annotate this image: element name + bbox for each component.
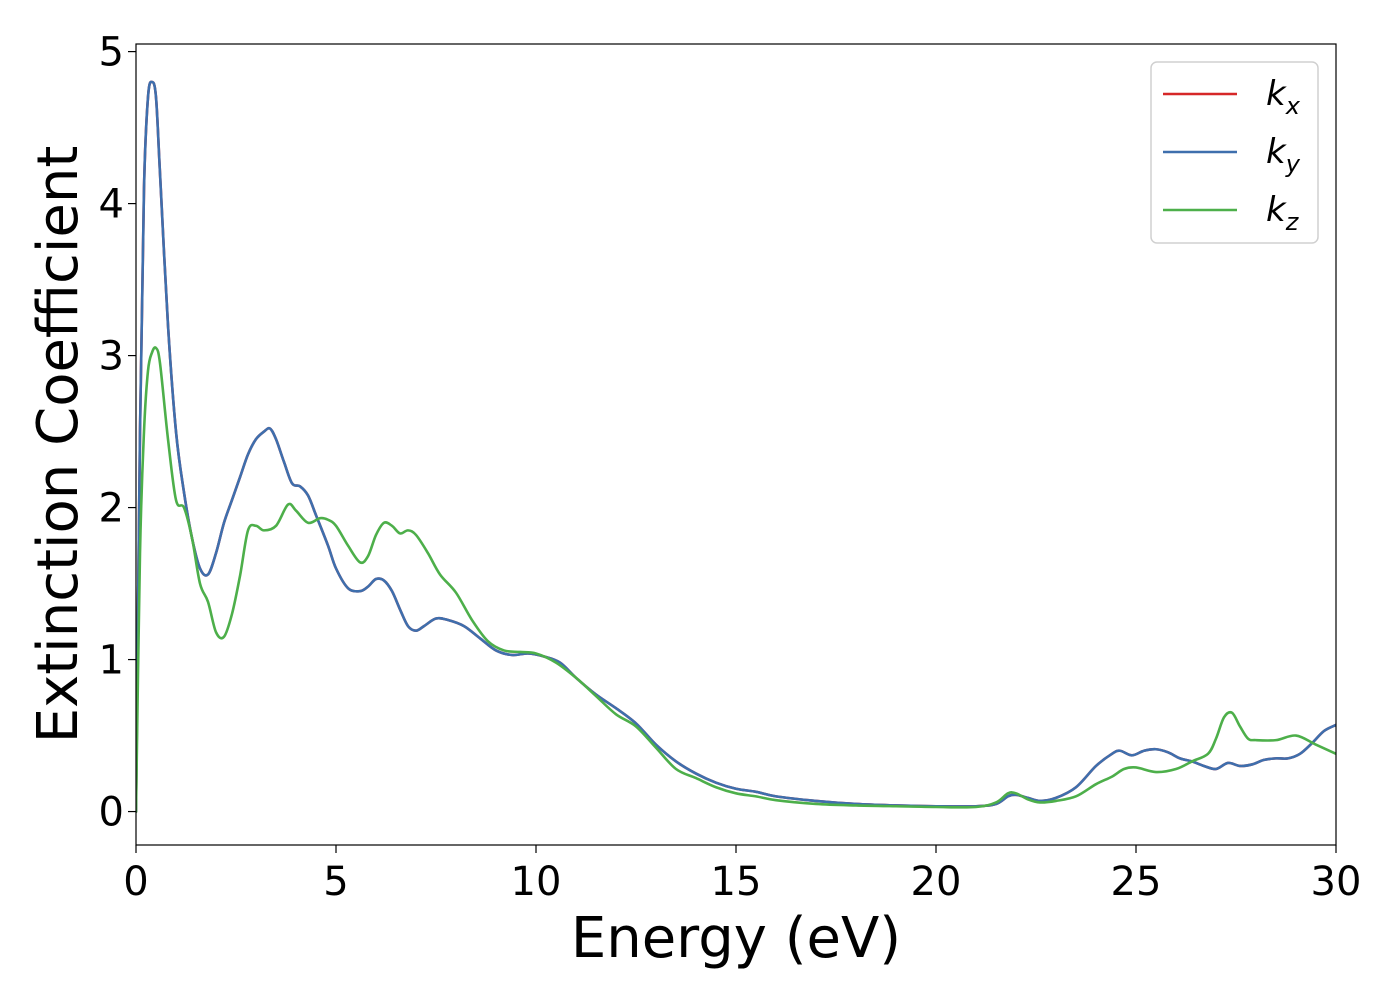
- y-tick-label: 3: [99, 334, 124, 380]
- y-tick-label: 4: [99, 182, 124, 228]
- x-tick-label: 15: [711, 859, 762, 905]
- y-tick-label: 5: [99, 30, 124, 76]
- series-line-kz: [136, 346, 1336, 813]
- x-axis-label: Energy (eV): [571, 906, 901, 971]
- x-tick-label: 25: [1111, 859, 1162, 905]
- legend-label-base: k: [1266, 132, 1287, 172]
- ticks-layer: 0 5 10 15 20 25 30 0 1 2 3 4 5: [99, 30, 1362, 905]
- series-layer: [136, 80, 1336, 813]
- legend-label-subscript: z: [1285, 208, 1300, 236]
- legend-label-subscript: x: [1285, 92, 1301, 120]
- x-tick-label: 5: [323, 859, 348, 905]
- series-line-ky: [136, 80, 1336, 813]
- legend-label-kz: kz: [1266, 190, 1300, 236]
- x-tick-label: 30: [1311, 859, 1362, 905]
- legend-label-subscript: y: [1285, 150, 1301, 178]
- y-tick-label: 0: [99, 790, 124, 836]
- legend-label-base: k: [1266, 190, 1287, 230]
- legend-label-kx: kx: [1266, 74, 1301, 120]
- x-tick-label: 10: [511, 859, 562, 905]
- y-tick-label: 1: [99, 638, 124, 684]
- legend-label-base: k: [1266, 74, 1287, 114]
- x-tick-label: 0: [123, 859, 148, 905]
- y-tick-label: 2: [99, 486, 124, 532]
- legend-label-ky: ky: [1266, 132, 1301, 178]
- y-axis-label: Extinction Coefficient: [26, 146, 91, 744]
- x-tick-label: 20: [911, 859, 962, 905]
